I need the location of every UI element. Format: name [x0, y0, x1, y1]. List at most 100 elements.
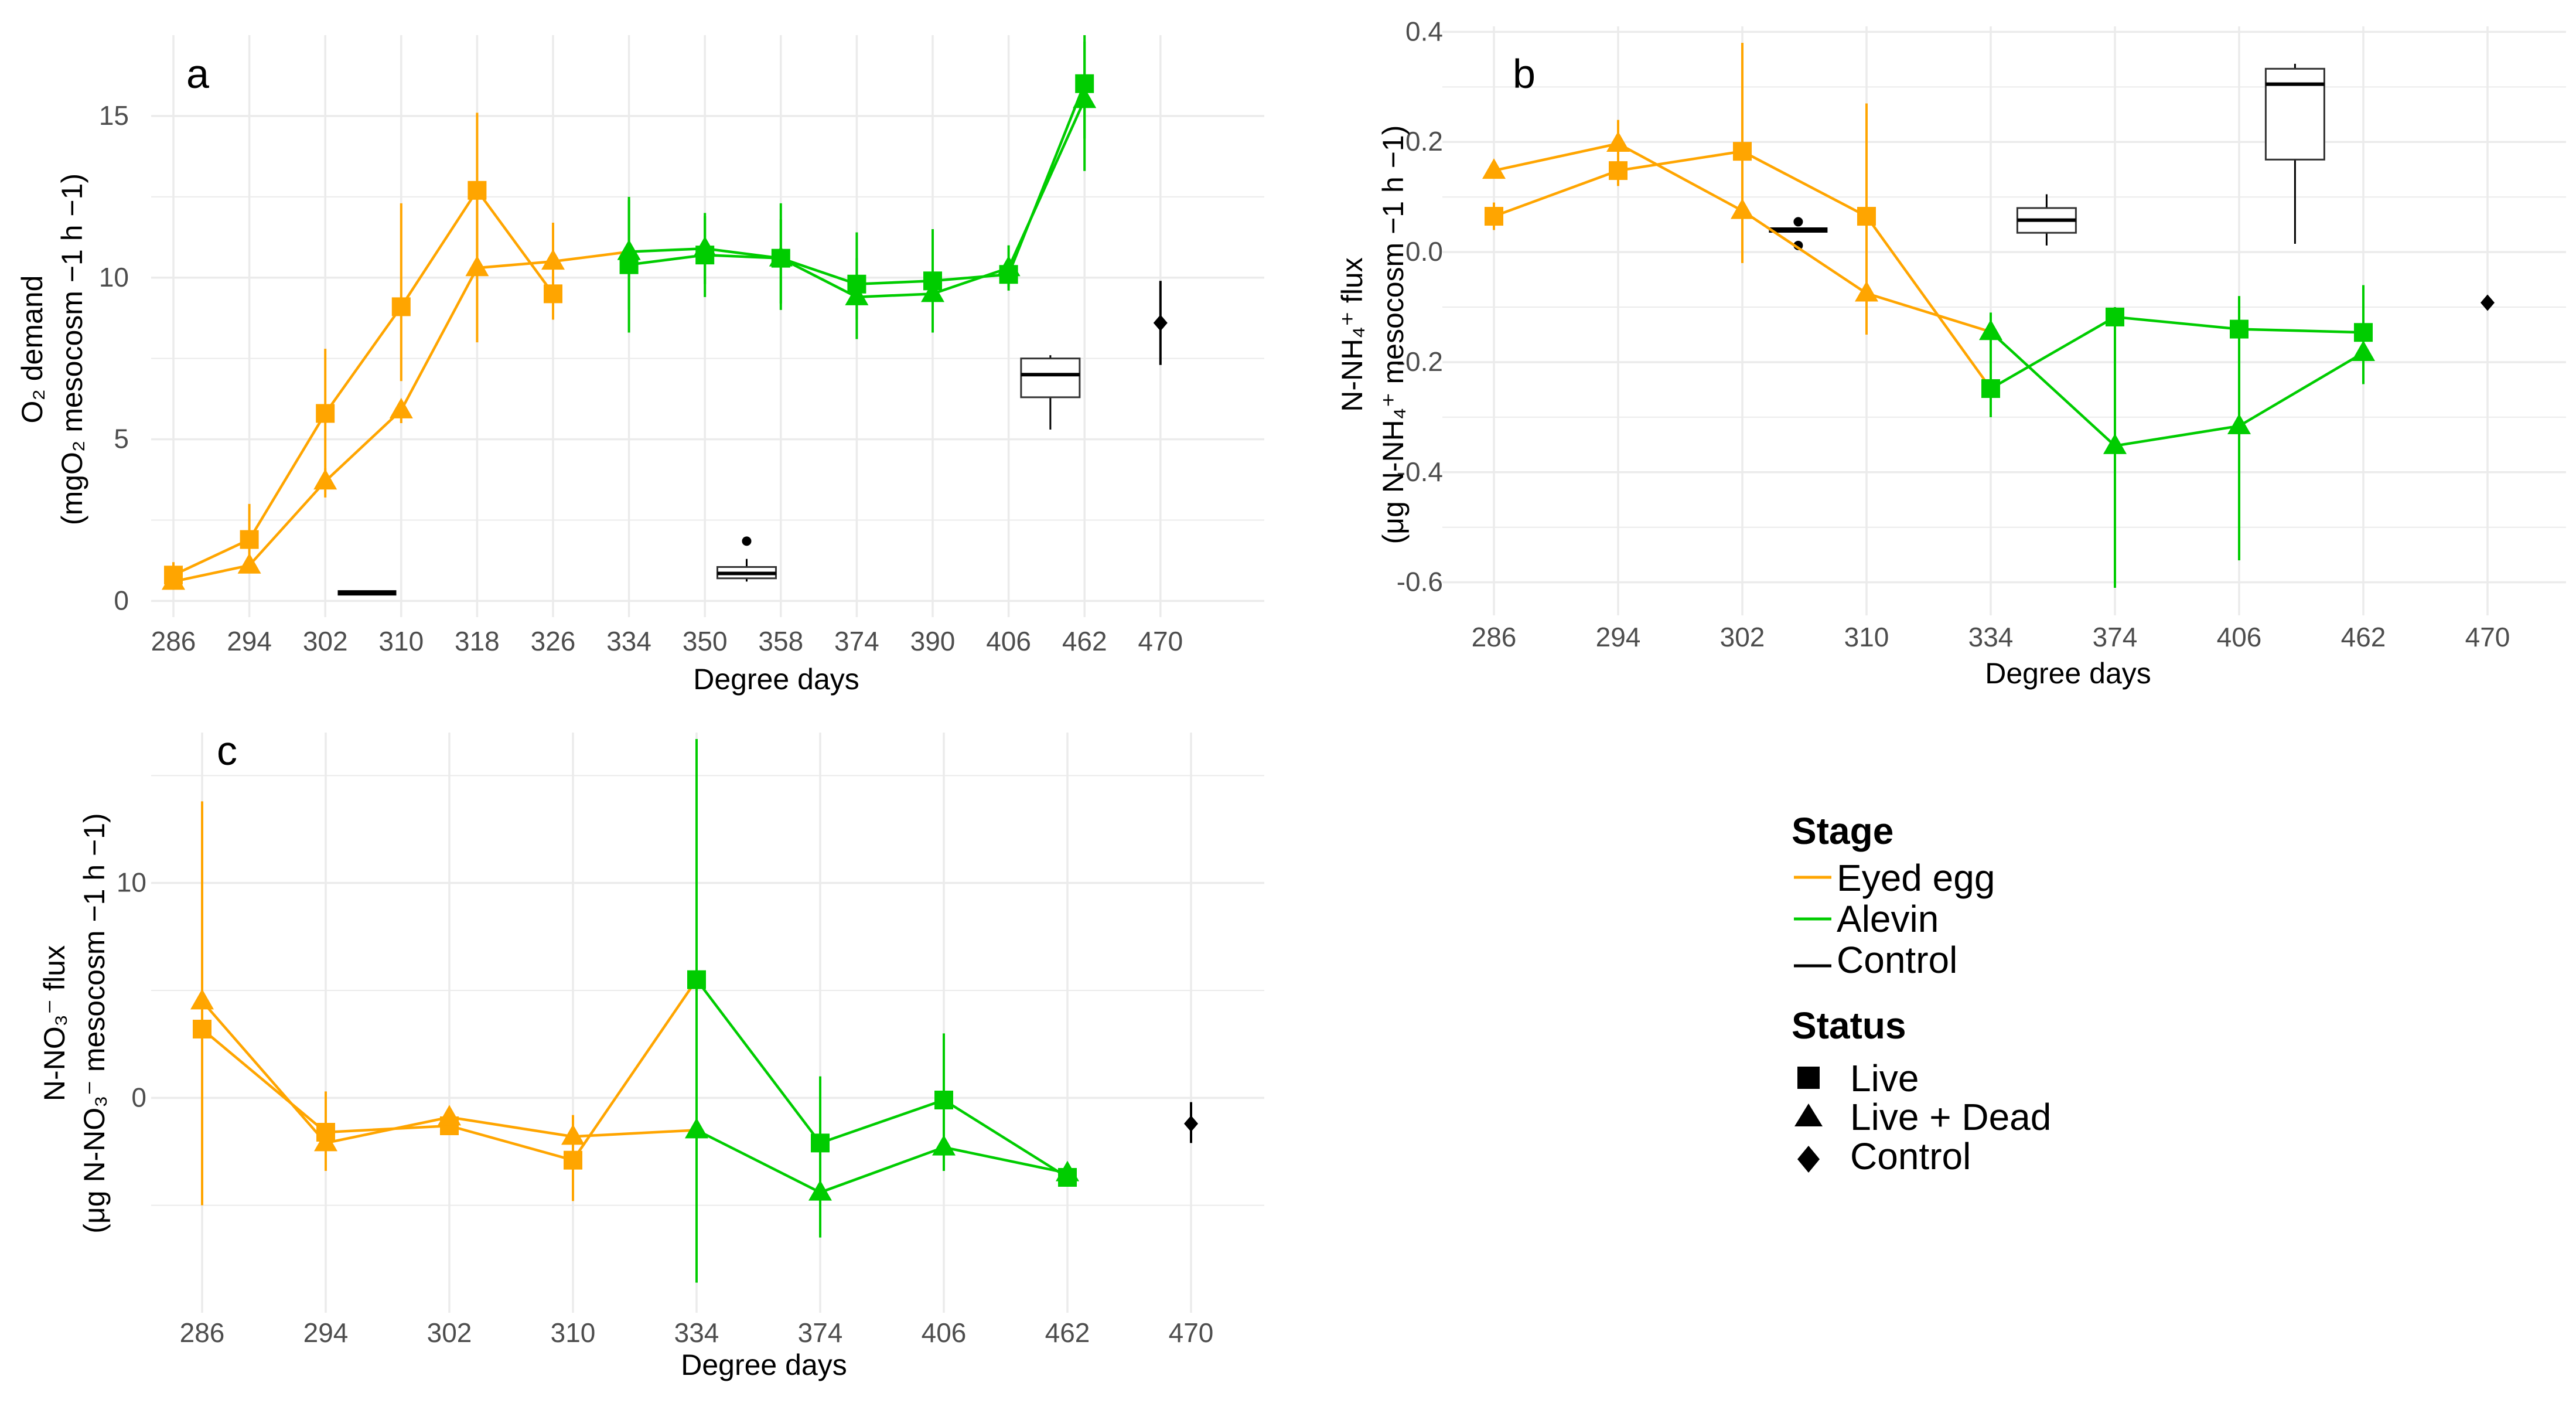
panel-b-box: [2264, 67, 2325, 161]
panel-a-data-point: [316, 404, 335, 423]
panel-c-data-point: [314, 1130, 337, 1152]
panel-a-data-point: [313, 469, 337, 490]
legend-stage-title: Stage: [1792, 810, 1893, 852]
panel-c-y-axis-title-line1: N-NO₃⁻ flux: [38, 945, 71, 1101]
panel-a-data-point: [162, 569, 185, 590]
legend-triangle-icon: [1794, 1104, 1823, 1126]
panel-c-data-point: [808, 1180, 832, 1201]
panel-b-x-tick-label: 294: [1596, 622, 1641, 652]
panel-a-letter: a: [186, 51, 209, 97]
panel-c-x-tick-label: 462: [1045, 1317, 1090, 1348]
legend-control-stage-label: Control: [1837, 939, 1957, 981]
panel-c-data-point: [564, 1150, 582, 1170]
panel-b-chart: -0.6 -0.4 -0.2 0.0 0.2 0.4 286 294 302 310 334 374 4…: [1336, 16, 2566, 690]
panel-c-y-tick-label: 0: [131, 1082, 146, 1112]
panel-b-x-tick-label: 406: [2217, 622, 2262, 652]
panel-a-x-tick-label: 462: [1062, 626, 1107, 656]
panel-b-y-tick-label: 0.2: [1405, 126, 1443, 156]
panel-b-data-point: [1981, 379, 2000, 399]
legend-live-label: Live: [1850, 1057, 1919, 1099]
panel-b-data-point: [1482, 158, 1506, 179]
legend-alevin-label: Alevin: [1837, 898, 1939, 940]
panel-a-data-point: [845, 284, 869, 305]
panel-b-x-tick-label: 310: [1844, 622, 1889, 652]
panel-a-series-line: [173, 188, 554, 577]
panel-a-x-tick-label: 334: [606, 626, 651, 656]
panel-a-data-point: [541, 249, 565, 270]
panel-b-x-tick-label: 374: [2093, 622, 2138, 652]
panel-c-x-tick-label: 294: [303, 1317, 349, 1348]
panel-c-data-point: [934, 1091, 953, 1109]
panel-a-box: [1020, 357, 1081, 399]
panel-b-data-point: [1855, 281, 1878, 302]
panel-b-y-axis-title-line2: (μg N-NH₄⁺ mesocosm −1 h −1): [1377, 125, 1410, 544]
panel-a-x-tick-label: 358: [758, 626, 803, 656]
panel-c-data-point: [932, 1135, 956, 1156]
panel-c-data-point: [190, 989, 214, 1010]
panel-a-data-point: [465, 256, 489, 277]
legend-live-dead-label: Live + Dead: [1850, 1096, 2051, 1138]
panel-b-data-point: [1731, 198, 1754, 219]
panel-b-data-point: [1606, 131, 1630, 152]
panel-c-y-axis-title-line2: (μg N-NO₃⁻ mesocosm −1 h −1): [78, 813, 111, 1233]
panel-b-x-tick-label: 470: [2465, 622, 2510, 652]
panel-c-series-line: [695, 979, 1069, 1179]
panel-b-y-tick-label: -0.6: [1397, 567, 1443, 597]
panel-a-box-outlier: [742, 536, 752, 546]
panel-c-series-line: [695, 1129, 1068, 1194]
panel-c-control-point: [1184, 1115, 1198, 1132]
panel-a-x-tick-label: 326: [531, 626, 576, 656]
legend-eyed-egg-label: Eyed egg: [1837, 857, 1995, 899]
panel-c-x-tick-label: 374: [798, 1317, 843, 1348]
panel-a-x-tick-label: 470: [1138, 626, 1183, 656]
legend-diamond-icon: [1797, 1146, 1820, 1173]
panel-b-y-tick-label: -0.4: [1397, 457, 1443, 487]
panel-c-x-tick-label: 406: [922, 1317, 967, 1348]
panel-b-data-point: [2354, 323, 2373, 342]
panel-b-y-tick-label: 0.0: [1405, 236, 1443, 267]
panel-a-data-point: [997, 256, 1021, 277]
panel-c-x-tick-label: 302: [427, 1317, 472, 1348]
panel-b-box-outlier: [1793, 217, 1803, 227]
panel-c-x-axis-title: Degree days: [681, 1348, 847, 1381]
panel-b-data-point: [2227, 413, 2251, 434]
panel-a-chart: 0 5 10 15 286 294 302 310 318 326 334 350 358 374 390 4…: [16, 35, 1264, 696]
panel-b-x-tick-label: 462: [2341, 622, 2386, 652]
legend-control-status-label: Control: [1850, 1135, 1971, 1177]
panel-c-data-point: [811, 1133, 830, 1153]
panel-b-data-point: [2103, 433, 2127, 454]
panel-b-data-point: [1609, 161, 1628, 181]
panel-c-data-point: [438, 1105, 461, 1126]
panel-a-y-tick-label: 10: [99, 262, 129, 292]
panel-b-data-point: [2352, 340, 2375, 361]
panel-c-data-point: [685, 1118, 708, 1139]
panel-a-x-tick-label: 406: [986, 626, 1031, 656]
panel-a-data-point: [617, 239, 641, 260]
panel-b-letter: b: [1513, 51, 1536, 97]
panel-b-x-tick-label: 286: [1472, 622, 1517, 652]
panel-b-data-point: [1485, 207, 1503, 226]
legend-status-title: Status: [1792, 1004, 1906, 1047]
panel-b-x-tick-label: 302: [1720, 622, 1765, 652]
panel-a-data-point: [693, 236, 717, 257]
panel-a-data-point: [769, 246, 793, 267]
panel-a-data-point: [240, 530, 259, 549]
panel-b-x-tick-label: 334: [1968, 622, 2014, 652]
panel-a-data-point: [544, 284, 562, 304]
panel-a-x-tick-label: 294: [227, 626, 272, 656]
panel-a-data-point: [1073, 87, 1097, 108]
panel-b-y-tick-label: 0.4: [1405, 16, 1443, 46]
legend-square-icon: [1797, 1067, 1820, 1089]
panel-c-x-tick-label: 310: [551, 1317, 596, 1348]
panel-a-control-point: [1153, 314, 1168, 331]
panel-a-y-axis-title-line1: O₂ demand: [16, 275, 49, 424]
panel-c-y-tick-label: 10: [117, 867, 146, 898]
panel-b-series-line: [1990, 315, 2364, 390]
panel-b-data-point: [1733, 142, 1752, 161]
panel-b-data-point: [1979, 319, 2002, 340]
panel-b-series-line: [1990, 331, 2365, 448]
panel-a-x-tick-label: 374: [834, 626, 879, 656]
panel-a-x-tick-label: 310: [378, 626, 424, 656]
panel-a-data-point: [921, 281, 944, 302]
